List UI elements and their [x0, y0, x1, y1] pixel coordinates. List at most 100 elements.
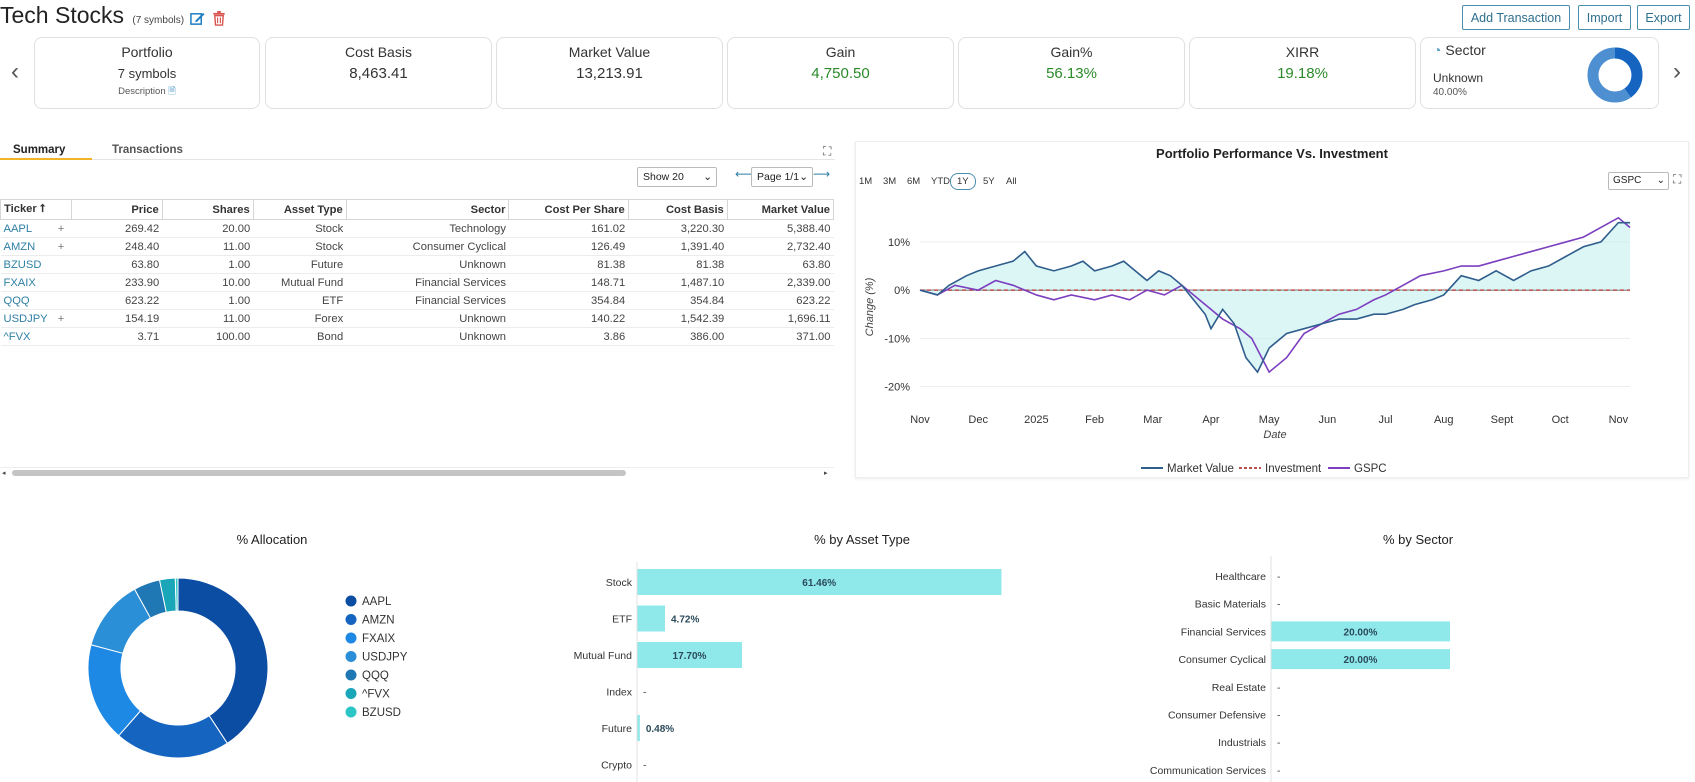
sector-donut [1587, 47, 1643, 103]
cell-type: ETF [253, 291, 347, 310]
description-link[interactable]: Description 🗎 [118, 86, 176, 97]
table-row[interactable]: ^FVX 3.71 100.00 Bond Unknown 3.86 386.00 371.0… [0, 327, 834, 346]
category-label: Future [602, 723, 633, 735]
data-label: 4.72% [671, 615, 699, 626]
col-cost-basis[interactable]: Cost Basis [627, 199, 728, 220]
table-header-row: Ticker ⭡ Price Shares Asset Type Sector … [0, 199, 835, 220]
prev-page-button[interactable]: ⟵ [735, 167, 753, 181]
cell-cps: 81.38 [508, 255, 629, 274]
ticker-text: AMZN [3, 240, 36, 253]
scroll-right-icon[interactable]: ▸ [824, 470, 828, 477]
add-transaction-button[interactable]: Add Transaction [1462, 5, 1570, 30]
col-shares[interactable]: Shares [161, 199, 254, 220]
tab-transactions[interactable]: Transactions [112, 144, 183, 156]
range-1y[interactable]: 1Y [950, 173, 976, 190]
range-5y[interactable]: 5Y [983, 176, 995, 187]
col-ticker[interactable]: Ticker ⭡ [0, 199, 72, 220]
data-label: 20.00% [1344, 627, 1378, 638]
table-row[interactable]: AAPL +269.42 20.00 Stock Technology 161.02 3,2… [0, 219, 834, 238]
col-market-value[interactable]: Market Value [726, 199, 835, 220]
cell-cps: 148.71 [508, 273, 629, 292]
cell-price: 623.22 [71, 291, 163, 310]
table-row[interactable]: BZUSD 63.80 1.00 Future Unknown 81.38 81.38 63.… [0, 255, 834, 274]
cost-text: 1,391.40 [680, 240, 725, 253]
range-1m[interactable]: 1M [859, 176, 873, 187]
expand-row-icon[interactable]: + [57, 222, 65, 235]
page-select[interactable]: Page 1/1 ⌄ [751, 167, 813, 187]
chevron-left-icon: ‹ [11, 58, 19, 85]
ticker-text: QQQ [3, 294, 30, 307]
expand-table-icon[interactable]: ⛶ [823, 144, 832, 158]
legend-label: AAPL [362, 596, 392, 608]
type-text: Mutual Fund [281, 276, 344, 289]
sector-card[interactable]: ◔ Sector Unknown 40.00% [1420, 37, 1659, 109]
cost-text: 3,220.30 [680, 222, 725, 235]
delete-icon[interactable] [212, 2, 226, 28]
data-label: 0.48% [646, 724, 674, 735]
expand-chart-icon[interactable]: ⛶ [1673, 172, 1682, 186]
cell-cps: 354.84 [508, 291, 629, 310]
cost-text: 354.84 [690, 294, 725, 307]
next-page-button[interactable]: ⟶ [813, 167, 831, 181]
range-ytd[interactable]: YTD [931, 176, 950, 187]
col-sector[interactable]: Sector [345, 199, 510, 220]
carousel-next-button[interactable]: › [1666, 60, 1688, 86]
tab-summary[interactable]: Summary [13, 144, 66, 156]
cell-ticker[interactable]: USDJPY + [0, 309, 72, 328]
portfolio-card: Portfolio 7 symbols Description 🗎 [34, 37, 260, 109]
cell-price: 233.90 [71, 273, 163, 292]
col-asset-type[interactable]: Asset Type [252, 199, 347, 220]
carousel-prev-button[interactable]: ‹ [4, 60, 26, 86]
cell-ticker[interactable]: FXAIX [0, 273, 72, 292]
export-button[interactable]: Export [1637, 5, 1690, 30]
table-row[interactable]: AMZN +248.40 11.00 Stock Consumer Cyclical 12… [0, 237, 834, 256]
edit-icon[interactable] [190, 2, 205, 28]
legend-label: Market Value [1167, 463, 1234, 475]
cell-ticker[interactable]: BZUSD [0, 255, 72, 274]
scroll-left-icon[interactable]: ◂ [2, 470, 6, 477]
data-label: - [1277, 710, 1281, 722]
data-label: 17.70% [673, 651, 707, 662]
legend-swatch [345, 706, 357, 718]
range-6m[interactable]: 6M [907, 176, 921, 187]
cell-ticker[interactable]: AMZN + [0, 237, 72, 256]
cell-ticker[interactable]: ^FVX [0, 327, 72, 346]
cell-cost: 386.00 [628, 327, 728, 346]
cell-cost: 3,220.30 [628, 219, 728, 238]
col-cost-per-share[interactable]: Cost Per Share [508, 199, 629, 220]
range-3m[interactable]: 3M [883, 176, 897, 187]
legend-swatch [345, 595, 357, 607]
legend-label: QQQ [362, 670, 389, 682]
import-button[interactable]: Import [1578, 5, 1631, 30]
table-scrollbar[interactable]: ◂ ▸ [0, 467, 834, 477]
cell-ticker[interactable]: AAPL + [0, 219, 72, 238]
table-row[interactable]: QQQ 623.22 1.00 ETF Financial Services 354.84… [0, 291, 834, 310]
type-text: Bond [317, 330, 344, 343]
cps-text: 126.49 [591, 240, 626, 253]
cell-cps: 126.49 [508, 237, 629, 256]
shares-text: 100.00 [215, 330, 251, 343]
legend-label: AMZN [362, 615, 395, 627]
category-label: Healthcare [1215, 571, 1266, 583]
col-price[interactable]: Price [70, 199, 163, 220]
bar [1271, 621, 1450, 642]
benchmark-select[interactable]: GSPC ⌄ [1608, 172, 1669, 190]
cell-cps: 140.22 [508, 309, 629, 328]
gspc-line [919, 216, 1631, 374]
shares-text: 20.00 [222, 222, 251, 235]
cell-ticker[interactable]: QQQ [0, 291, 72, 310]
table-row[interactable]: FXAIX 233.90 10.00 Mutual Fund Financial Ser… [0, 273, 834, 292]
expand-row-icon[interactable]: + [57, 312, 65, 325]
card-label: Cost Basis [345, 44, 412, 60]
sector-donut-slice [1587, 47, 1643, 103]
bar [1271, 649, 1450, 670]
range-all[interactable]: All [1006, 176, 1017, 187]
page-size-select[interactable]: Show 20 ⌄ [637, 167, 717, 187]
type-text: ETF [322, 294, 344, 307]
expand-row-icon[interactable]: + [57, 240, 65, 253]
pie-slice [177, 577, 269, 744]
category-label: Consumer Defensive [1168, 710, 1266, 722]
scrollbar-thumb[interactable] [12, 470, 626, 476]
table-row[interactable]: USDJPY +154.19 11.00 Forex Unknown 140.22 1,54… [0, 309, 834, 328]
cost-basis-card: Cost Basis 8,463.41 [265, 37, 492, 109]
